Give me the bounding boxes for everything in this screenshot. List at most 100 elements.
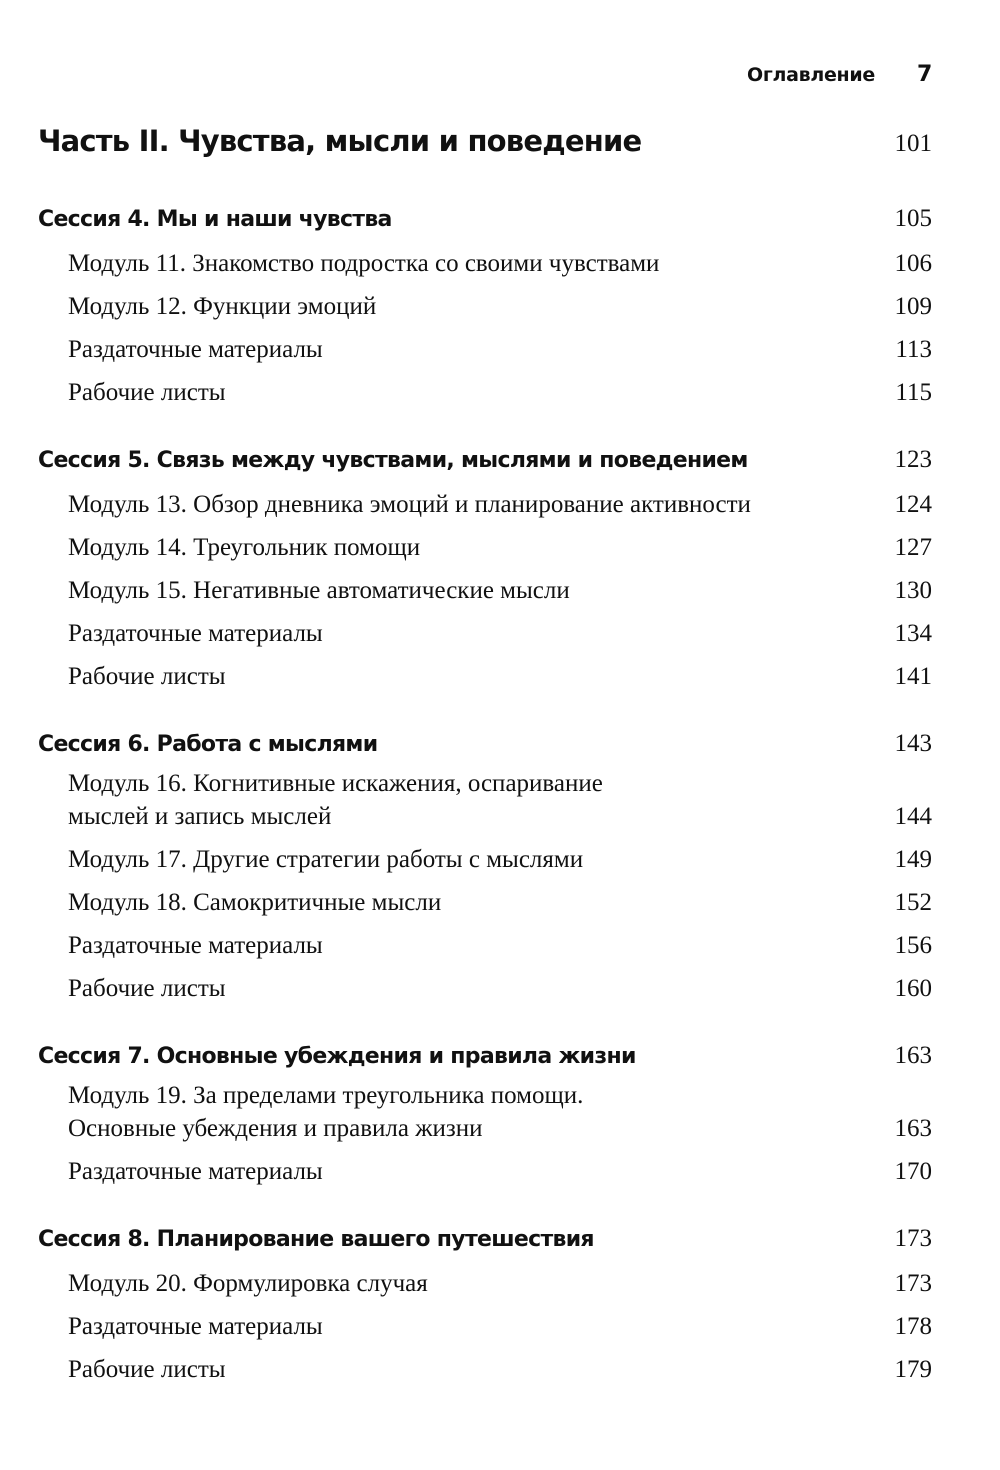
entry-title: Модуль 18. Самокритичные мысли: [68, 886, 441, 924]
toc-entry: Модуль 12. Функции эмоций 109: [38, 285, 932, 328]
entry-page: 141: [894, 663, 933, 690]
running-header: Оглавление 7: [747, 62, 932, 87]
toc-entry: Модуль 18. Самокритичные мысли 152: [38, 881, 932, 924]
entry-line: Модуль 19. За пределами треугольника пом…: [68, 1082, 584, 1109]
entry-title: Модуль 12. Функции эмоций: [68, 290, 376, 328]
toc-entry: Модуль 15. Негативные автоматические мыс…: [38, 569, 932, 612]
entry-page: 124: [894, 491, 933, 518]
entry-line: Модуль 18. Самокритичные мысли: [68, 889, 442, 916]
toc-entry: Раздаточные материалы 170: [38, 1150, 932, 1193]
entry-title: Рабочие листы: [68, 660, 226, 698]
toc-entry: Модуль 14. Треугольник помощи 127: [38, 526, 932, 569]
entry-title: Раздаточные материалы: [68, 929, 323, 967]
session-heading: Сессия 8. Планирование вашего путешестви…: [38, 1216, 932, 1262]
entry-line: Рабочие листы: [68, 1356, 226, 1383]
toc-entry: Рабочие листы 141: [38, 655, 932, 698]
table-of-contents: Часть II. Чувства, мысли и поведение 101…: [38, 124, 932, 1391]
session-title: Сессия 8. Планирование вашего путешестви…: [38, 1227, 595, 1252]
session-title: Сессия 7. Основные убеждения и правила ж…: [38, 1044, 636, 1069]
session-heading: Сессия 5. Связь между чувствами, мыслями…: [38, 437, 932, 483]
entry-line: Раздаточные материалы: [68, 932, 323, 959]
entry-line: Модуль 20. Формулировка случая: [68, 1270, 428, 1297]
entry-page: 130: [894, 577, 933, 604]
entry-title: Модуль 13. Обзор дневника эмоций и плани…: [68, 488, 751, 526]
entry-page: 178: [894, 1313, 933, 1340]
entry-page: 144: [894, 803, 933, 830]
entry-line: Основные убеждения и правила жизни: [68, 1115, 483, 1142]
toc-entry: Модуль 16. Когнитивные искажения, оспари…: [38, 767, 932, 838]
entry-title: Раздаточные материалы: [68, 333, 323, 371]
entry-title: Модуль 16. Когнитивные искажения, оспари…: [68, 767, 603, 838]
entry-line: Модуль 12. Функции эмоций: [68, 293, 377, 320]
entry-page: 127: [894, 534, 933, 561]
toc-entry: Модуль 11. Знакомство подростка со своим…: [38, 242, 932, 285]
entry-title: Модуль 15. Негативные автоматические мыс…: [68, 574, 570, 612]
entry-title: Рабочие листы: [68, 1353, 226, 1391]
session-heading: Сессия 6. Работа с мыслями 143: [38, 721, 932, 767]
header-title: Оглавление: [747, 64, 875, 86]
entry-line: Модуль 16. Когнитивные искажения, оспари…: [68, 770, 603, 797]
part-title: Часть II. Чувства, мысли и поведение: [38, 124, 642, 158]
entry-page: 156: [894, 932, 933, 959]
entry-line: Модуль 13. Обзор дневника эмоций и плани…: [68, 491, 751, 518]
toc-entry: Модуль 17. Другие стратегии работы с мыс…: [38, 838, 932, 881]
part-heading: Часть II. Чувства, мысли и поведение 101: [38, 124, 932, 173]
entry-title: Модуль 19. За пределами треугольника пом…: [68, 1079, 583, 1150]
session-title: Сессия 4. Мы и наши чувства: [38, 207, 392, 232]
entry-line: Модуль 14. Треугольник помощи: [68, 534, 421, 561]
entry-title: Модуль 14. Треугольник помощи: [68, 531, 420, 569]
entry-title: Модуль 20. Формулировка случая: [68, 1267, 428, 1305]
session-page: 123: [894, 446, 933, 473]
entry-page: 170: [894, 1158, 933, 1185]
entry-title: Модуль 17. Другие стратегии работы с мыс…: [68, 843, 583, 881]
entry-line: Рабочие листы: [68, 379, 226, 406]
entry-line: мыслей и запись мыслей: [68, 803, 332, 830]
session-heading: Сессия 7. Основные убеждения и правила ж…: [38, 1033, 932, 1079]
session-title: Сессия 5. Связь между чувствами, мыслями…: [38, 448, 748, 473]
entry-line: Раздаточные материалы: [68, 1313, 323, 1340]
entry-page: 152: [894, 889, 933, 916]
entry-page: 113: [895, 336, 932, 363]
session-page: 163: [894, 1042, 933, 1069]
page-number: 7: [916, 62, 932, 87]
entry-page: 163: [894, 1115, 933, 1142]
entry-line: Модуль 15. Негативные автоматические мыс…: [68, 577, 570, 604]
toc-entry: Рабочие листы 179: [38, 1348, 932, 1391]
session-title: Сессия 6. Работа с мыслями: [38, 732, 378, 757]
toc-entry: Рабочие листы 115: [38, 371, 932, 414]
entry-title: Модуль 11. Знакомство подростка со своим…: [68, 247, 659, 285]
entry-title: Раздаточные материалы: [68, 617, 323, 655]
toc-entry: Раздаточные материалы 178: [38, 1305, 932, 1348]
entry-page: 115: [895, 379, 932, 406]
entry-line: Раздаточные материалы: [68, 1158, 323, 1185]
toc-entry: Раздаточные материалы 113: [38, 328, 932, 371]
session-page: 105: [894, 205, 933, 232]
entry-title: Рабочие листы: [68, 972, 226, 1010]
entry-line: Раздаточные материалы: [68, 336, 323, 363]
entry-page: 149: [894, 846, 933, 873]
part-page: 101: [894, 130, 933, 157]
toc-entry: Раздаточные материалы 134: [38, 612, 932, 655]
entry-page: 179: [894, 1356, 933, 1383]
entry-page: 173: [894, 1270, 933, 1297]
entry-page: 134: [894, 620, 933, 647]
session-page: 173: [894, 1225, 933, 1252]
entry-page: 160: [894, 975, 933, 1002]
entry-title: Рабочие листы: [68, 376, 226, 414]
toc-entry: Модуль 20. Формулировка случая 173: [38, 1262, 932, 1305]
toc-entry: Рабочие листы 160: [38, 967, 932, 1010]
entry-title: Раздаточные материалы: [68, 1155, 323, 1193]
toc-entry: Модуль 19. За пределами треугольника пом…: [38, 1079, 932, 1150]
entry-title: Раздаточные материалы: [68, 1310, 323, 1348]
session-page: 143: [894, 730, 933, 757]
entry-line: Рабочие листы: [68, 663, 226, 690]
entry-line: Модуль 17. Другие стратегии работы с мыс…: [68, 846, 584, 873]
entry-line: Раздаточные материалы: [68, 620, 323, 647]
entry-page: 106: [894, 250, 933, 277]
entry-page: 109: [894, 293, 933, 320]
toc-entry: Модуль 13. Обзор дневника эмоций и плани…: [38, 483, 932, 526]
entry-line: Рабочие листы: [68, 975, 226, 1002]
toc-entry: Раздаточные материалы 156: [38, 924, 932, 967]
session-heading: Сессия 4. Мы и наши чувства 105: [38, 196, 932, 242]
entry-line: Модуль 11. Знакомство подростка со своим…: [68, 250, 660, 277]
